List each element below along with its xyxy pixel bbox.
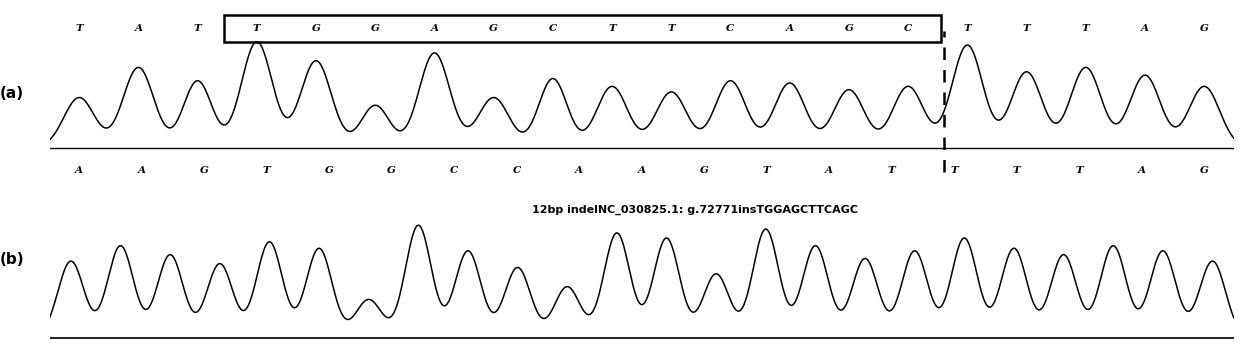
Text: T: T <box>193 24 201 32</box>
Text: A: A <box>76 166 83 174</box>
Text: T: T <box>667 24 675 32</box>
Bar <box>224 15 941 42</box>
Text: T: T <box>253 24 260 32</box>
Text: A: A <box>786 24 794 32</box>
Text: T: T <box>963 24 971 32</box>
Text: A: A <box>430 24 439 32</box>
Text: C: C <box>549 24 557 32</box>
Text: C: C <box>904 24 913 32</box>
Text: G: G <box>490 24 498 32</box>
Text: 12bp indelNC_030825.1: g.72771insTGGAGCTTCAGC: 12bp indelNC_030825.1: g.72771insTGGAGCT… <box>532 205 858 215</box>
Text: T: T <box>76 24 83 32</box>
Text: A: A <box>1141 24 1149 32</box>
Text: T: T <box>1023 24 1030 32</box>
Text: G: G <box>1200 24 1209 32</box>
Text: G: G <box>699 166 708 174</box>
Text: C: C <box>450 166 459 174</box>
Text: (b): (b) <box>0 252 24 267</box>
Text: G: G <box>371 24 379 32</box>
Text: T: T <box>609 24 616 32</box>
Text: C: C <box>512 166 521 174</box>
Text: T: T <box>263 166 270 174</box>
Text: A: A <box>637 166 646 174</box>
Text: A: A <box>575 166 583 174</box>
Text: (a): (a) <box>0 86 24 100</box>
Text: T: T <box>1013 166 1021 174</box>
Text: T: T <box>763 166 770 174</box>
Text: G: G <box>1200 166 1209 174</box>
Text: G: G <box>844 24 853 32</box>
Text: A: A <box>138 166 146 174</box>
Text: T: T <box>1075 166 1083 174</box>
Text: T: T <box>888 166 895 174</box>
Text: T: T <box>1081 24 1090 32</box>
Text: G: G <box>387 166 396 174</box>
Text: A: A <box>825 166 833 174</box>
Text: G: G <box>311 24 320 32</box>
Text: G: G <box>200 166 208 174</box>
Text: T: T <box>950 166 959 174</box>
Text: C: C <box>727 24 734 32</box>
Text: G: G <box>325 166 334 174</box>
Text: A: A <box>1137 166 1146 174</box>
Text: A: A <box>134 24 143 32</box>
